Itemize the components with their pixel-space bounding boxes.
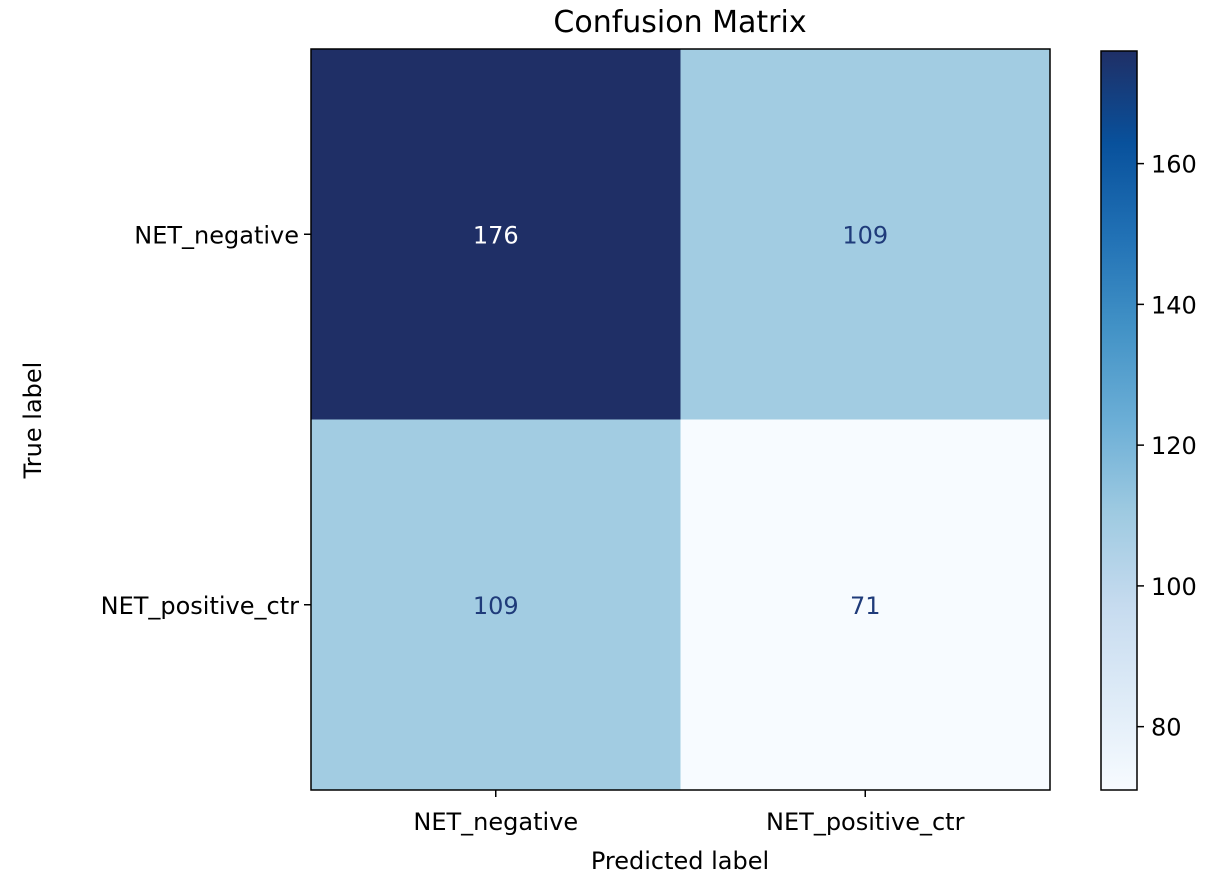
colorbar-tick-label: 80 (1151, 714, 1182, 742)
colorbar-tick-label: 120 (1151, 432, 1197, 460)
cell-value-label: 109 (842, 221, 888, 249)
plot-frame (310, 48, 1051, 791)
matrix-cell (311, 419, 681, 791)
matrix-cell (680, 419, 1051, 791)
matrix-cell (311, 49, 681, 420)
colorbar-tick-label: 160 (1151, 151, 1197, 179)
x-axis-label: Predicted label (591, 847, 769, 875)
chart-title: Confusion Matrix (553, 5, 806, 40)
y-tick-label: NET_negative (134, 221, 299, 249)
cell-value-label: 109 (473, 592, 519, 620)
cell-value-label: 71 (850, 592, 881, 620)
colorbar-ticks: 80 100 120 140 160 (1137, 151, 1197, 742)
colorbar (1100, 50, 1138, 791)
colorbar-tick-label: 140 (1151, 291, 1197, 319)
x-tick-label: NET_negative (413, 808, 578, 836)
y-axis: NET_negative NET_positive_ctr (101, 221, 311, 620)
x-tick-label: NET_positive_ctr (766, 808, 965, 836)
matrix-cell (680, 49, 1051, 420)
y-axis-label: True label (19, 362, 47, 480)
y-tick-label: NET_positive_ctr (101, 592, 300, 620)
cell-value-label: 176 (473, 221, 519, 249)
x-axis: NET_negative NET_positive_ctr (413, 790, 965, 836)
matrix-cell-labels: 176 109 109 71 (473, 221, 888, 620)
colorbar-tick-label: 100 (1151, 573, 1197, 601)
matrix-cells (311, 49, 1051, 791)
